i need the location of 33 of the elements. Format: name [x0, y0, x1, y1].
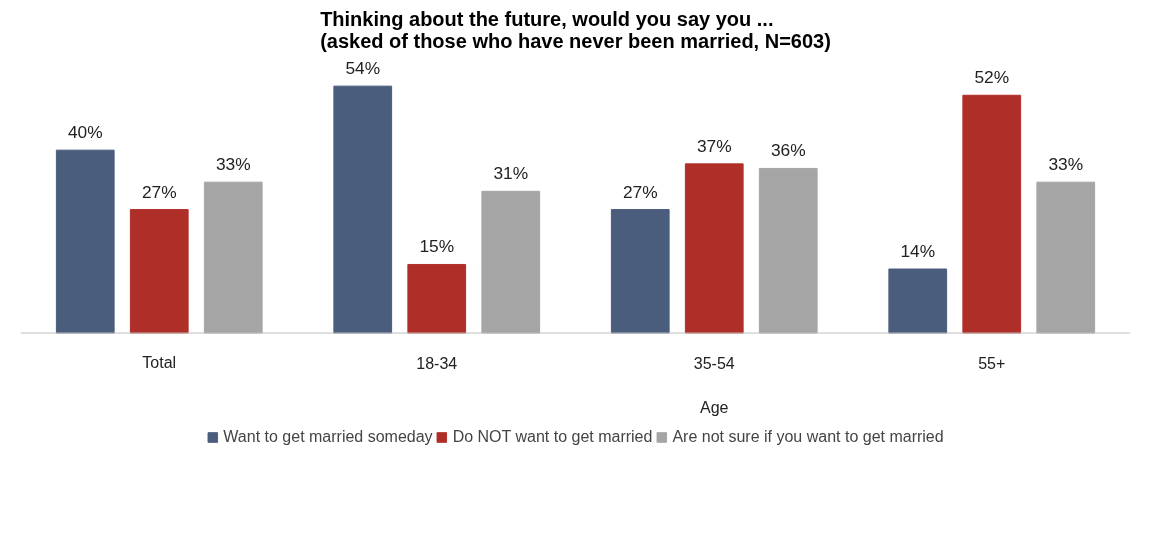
chart-title: Thinking about the future, would you say you ... (asked of those who have never been married, N=603) [320, 7, 831, 52]
bar [962, 94, 1022, 334]
bar [758, 167, 818, 334]
text: Age [700, 398, 729, 416]
data-label: 54% [345, 58, 381, 79]
data-label: 33% [1048, 154, 1084, 175]
legend-label: Want to get married someday [223, 428, 433, 446]
x-tick-label: 18-34 [416, 354, 458, 372]
data-label: 37% [696, 135, 732, 156]
bar [684, 163, 744, 334]
data-label: 15% [419, 236, 455, 257]
data-label: 14% [900, 241, 936, 262]
legend-label: Are not sure if you want to get married [672, 428, 944, 446]
bar [481, 190, 541, 334]
data-label: 27% [141, 181, 177, 202]
bar [129, 209, 189, 334]
legend-label: Do NOT want to get married [452, 428, 653, 446]
bar [55, 149, 115, 334]
data-label: 52% [974, 67, 1010, 88]
x-tick-label: 55+ [978, 354, 1006, 372]
data-label: 40% [67, 122, 103, 143]
x-tick-label: 35-54 [693, 354, 735, 372]
bar [203, 181, 263, 334]
bar [888, 268, 948, 334]
bar [610, 209, 670, 334]
data-label: 36% [770, 140, 806, 161]
data-label: 27% [622, 181, 658, 202]
data-label: 31% [493, 163, 529, 184]
x-tick-label: Total [142, 354, 177, 372]
bar [407, 263, 467, 334]
bar [333, 85, 393, 334]
data-label: 33% [215, 154, 251, 175]
bar [1036, 181, 1096, 334]
